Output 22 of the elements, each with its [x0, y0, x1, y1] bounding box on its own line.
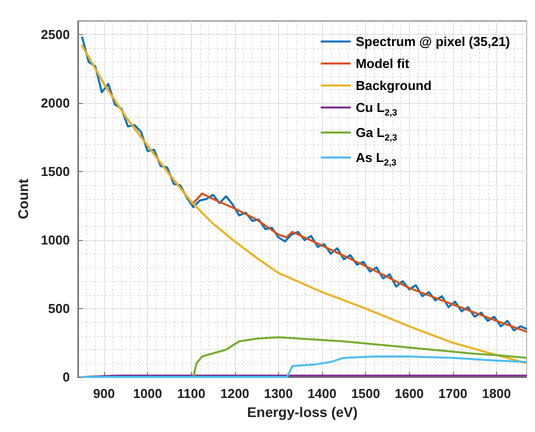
x-tick-label: 1600 [394, 386, 424, 401]
legend-label: Background [356, 78, 432, 93]
x-tick-label: 900 [93, 386, 115, 401]
x-axis-title: Energy-loss (eV) [247, 404, 358, 420]
x-tick-label: 1800 [482, 386, 511, 401]
y-tick-label: 2500 [40, 27, 70, 42]
y-tick-label: 0 [62, 370, 70, 384]
x-tick-label: 1300 [264, 386, 293, 401]
x-tick-label: 1500 [351, 386, 380, 401]
y-tick-label: 2000 [40, 96, 70, 111]
x-tick-label: 1700 [438, 386, 468, 401]
y-axis-title: Count [15, 178, 31, 220]
x-tick-label: 1200 [220, 386, 250, 401]
x-tick-label: 1400 [308, 386, 336, 401]
y-tick-label: 1000 [40, 232, 70, 248]
y-tick-label: 1500 [40, 164, 70, 180]
y-tick-label: 500 [48, 301, 70, 316]
x-tick-label: 1100 [177, 386, 206, 401]
line-series [81, 355, 527, 378]
x-tick-label: 1000 [133, 386, 162, 401]
legend-label: Spectrum @ pixel (35,21) [356, 34, 510, 49]
legend-label: Model fit [356, 56, 410, 71]
